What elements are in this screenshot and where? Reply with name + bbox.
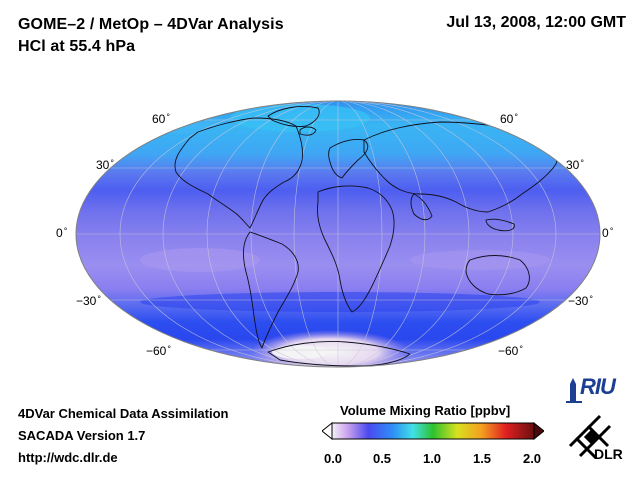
colorbar-gradient — [331, 422, 535, 440]
footer-line-1: 4DVar Chemical Data Assimilation — [18, 406, 229, 421]
lat-label-60s-east: −60 — [498, 344, 523, 358]
lat-value: 30 — [566, 158, 584, 172]
lat-value: 0 — [56, 226, 67, 240]
lat-label-30s-east: −30 — [568, 294, 593, 308]
lat-label-60n-west: 60 — [152, 112, 170, 126]
footer-line-2: SACADA Version 1.7 — [18, 428, 146, 443]
lat-label-60n-east: 60 — [500, 112, 518, 126]
colorbar-title: Volume Mixing Ratio [ppbv] — [340, 403, 511, 418]
meridian-90 — [206, 101, 470, 367]
dlr-center — [583, 429, 599, 445]
iceland-coast — [299, 126, 317, 136]
meridian-60 — [250, 101, 426, 367]
dlr-line-1 — [568, 414, 602, 448]
indonesia-coast — [485, 218, 515, 232]
colorbar-tick-2: 1.0 — [422, 451, 442, 466]
lat-value: −60 — [498, 344, 523, 358]
lat-value: 60 — [152, 112, 170, 126]
southern-band — [140, 292, 540, 312]
colorbar-tick-4: 2.0 — [522, 451, 542, 466]
map-panel: 60 30 0 −30 −60 60 30 0 −30 −60 — [0, 90, 640, 380]
europe-coast — [328, 139, 369, 179]
dlr-line-4 — [586, 424, 610, 448]
lat-value: −30 — [76, 294, 101, 308]
india-coast — [410, 193, 433, 221]
australia-coast — [465, 255, 530, 296]
meridian-150 — [119, 101, 557, 367]
tropics-patch-east — [410, 250, 550, 270]
lat-value: −30 — [568, 294, 593, 308]
dlr-logo-text: DLR — [594, 446, 623, 462]
riu-logo-mark — [566, 378, 582, 403]
antarctic-white-cap — [272, 345, 328, 359]
colorbar-tick-3: 1.5 — [472, 451, 492, 466]
coastlines — [174, 105, 558, 367]
lat-value: 0 — [602, 226, 613, 240]
tropics-patch-west — [140, 248, 260, 272]
footer-link[interactable]: http://wdc.dlr.de — [18, 450, 118, 465]
arctic-high-patch — [230, 104, 370, 132]
lat-value: −60 — [146, 344, 171, 358]
lat-label-30n-west: 30 — [96, 158, 114, 172]
riu-logo-text: RIU — [580, 374, 616, 399]
greenland-coast — [267, 105, 320, 127]
map-title: GOME–2 / MetOp – 4DVar Analysis HCl at 5… — [18, 14, 284, 59]
lat-label-30n-east: 30 — [566, 158, 584, 172]
lat-label-eq-east: 0 — [602, 226, 613, 240]
riu-logo: RIU — [566, 374, 630, 404]
map-outline — [75, 100, 601, 368]
meridian-120 — [162, 101, 514, 367]
colorbar-max-arrow — [533, 422, 544, 440]
antarctica-coast — [267, 341, 411, 367]
analysis-date: Jul 13, 2008, 12:00 GMT — [446, 14, 626, 31]
colorbar-min-arrow — [322, 422, 333, 440]
mollweide-map — [75, 100, 601, 368]
lat-label-eq-west: 0 — [56, 226, 67, 240]
north-america-coast — [174, 117, 303, 229]
africa-coast — [317, 185, 395, 313]
lat-value: 60 — [500, 112, 518, 126]
lat-value: 30 — [96, 158, 114, 172]
south-america-coast — [242, 231, 299, 349]
title-line-1: GOME–2 / MetOp – 4DVar Analysis — [18, 16, 284, 33]
footer-info: 4DVar Chemical Data Assimilation SACADA … — [18, 403, 229, 469]
dlr-logo-mark — [568, 414, 612, 460]
dlr-line-2 — [578, 424, 612, 458]
colorbar — [322, 422, 544, 440]
lat-label-60s-west: −60 — [146, 344, 171, 358]
meridian-30 — [293, 101, 383, 367]
asia-coast — [363, 121, 558, 213]
colorbar-tick-0: 0.0 — [323, 451, 343, 466]
dlr-line-3 — [574, 436, 598, 460]
field-layer — [76, 101, 600, 367]
lat-label-30s-west: −30 — [76, 294, 101, 308]
title-line-2: HCl at 55.4 hPa — [18, 38, 136, 56]
colorbar-tick-1: 0.5 — [372, 451, 392, 466]
